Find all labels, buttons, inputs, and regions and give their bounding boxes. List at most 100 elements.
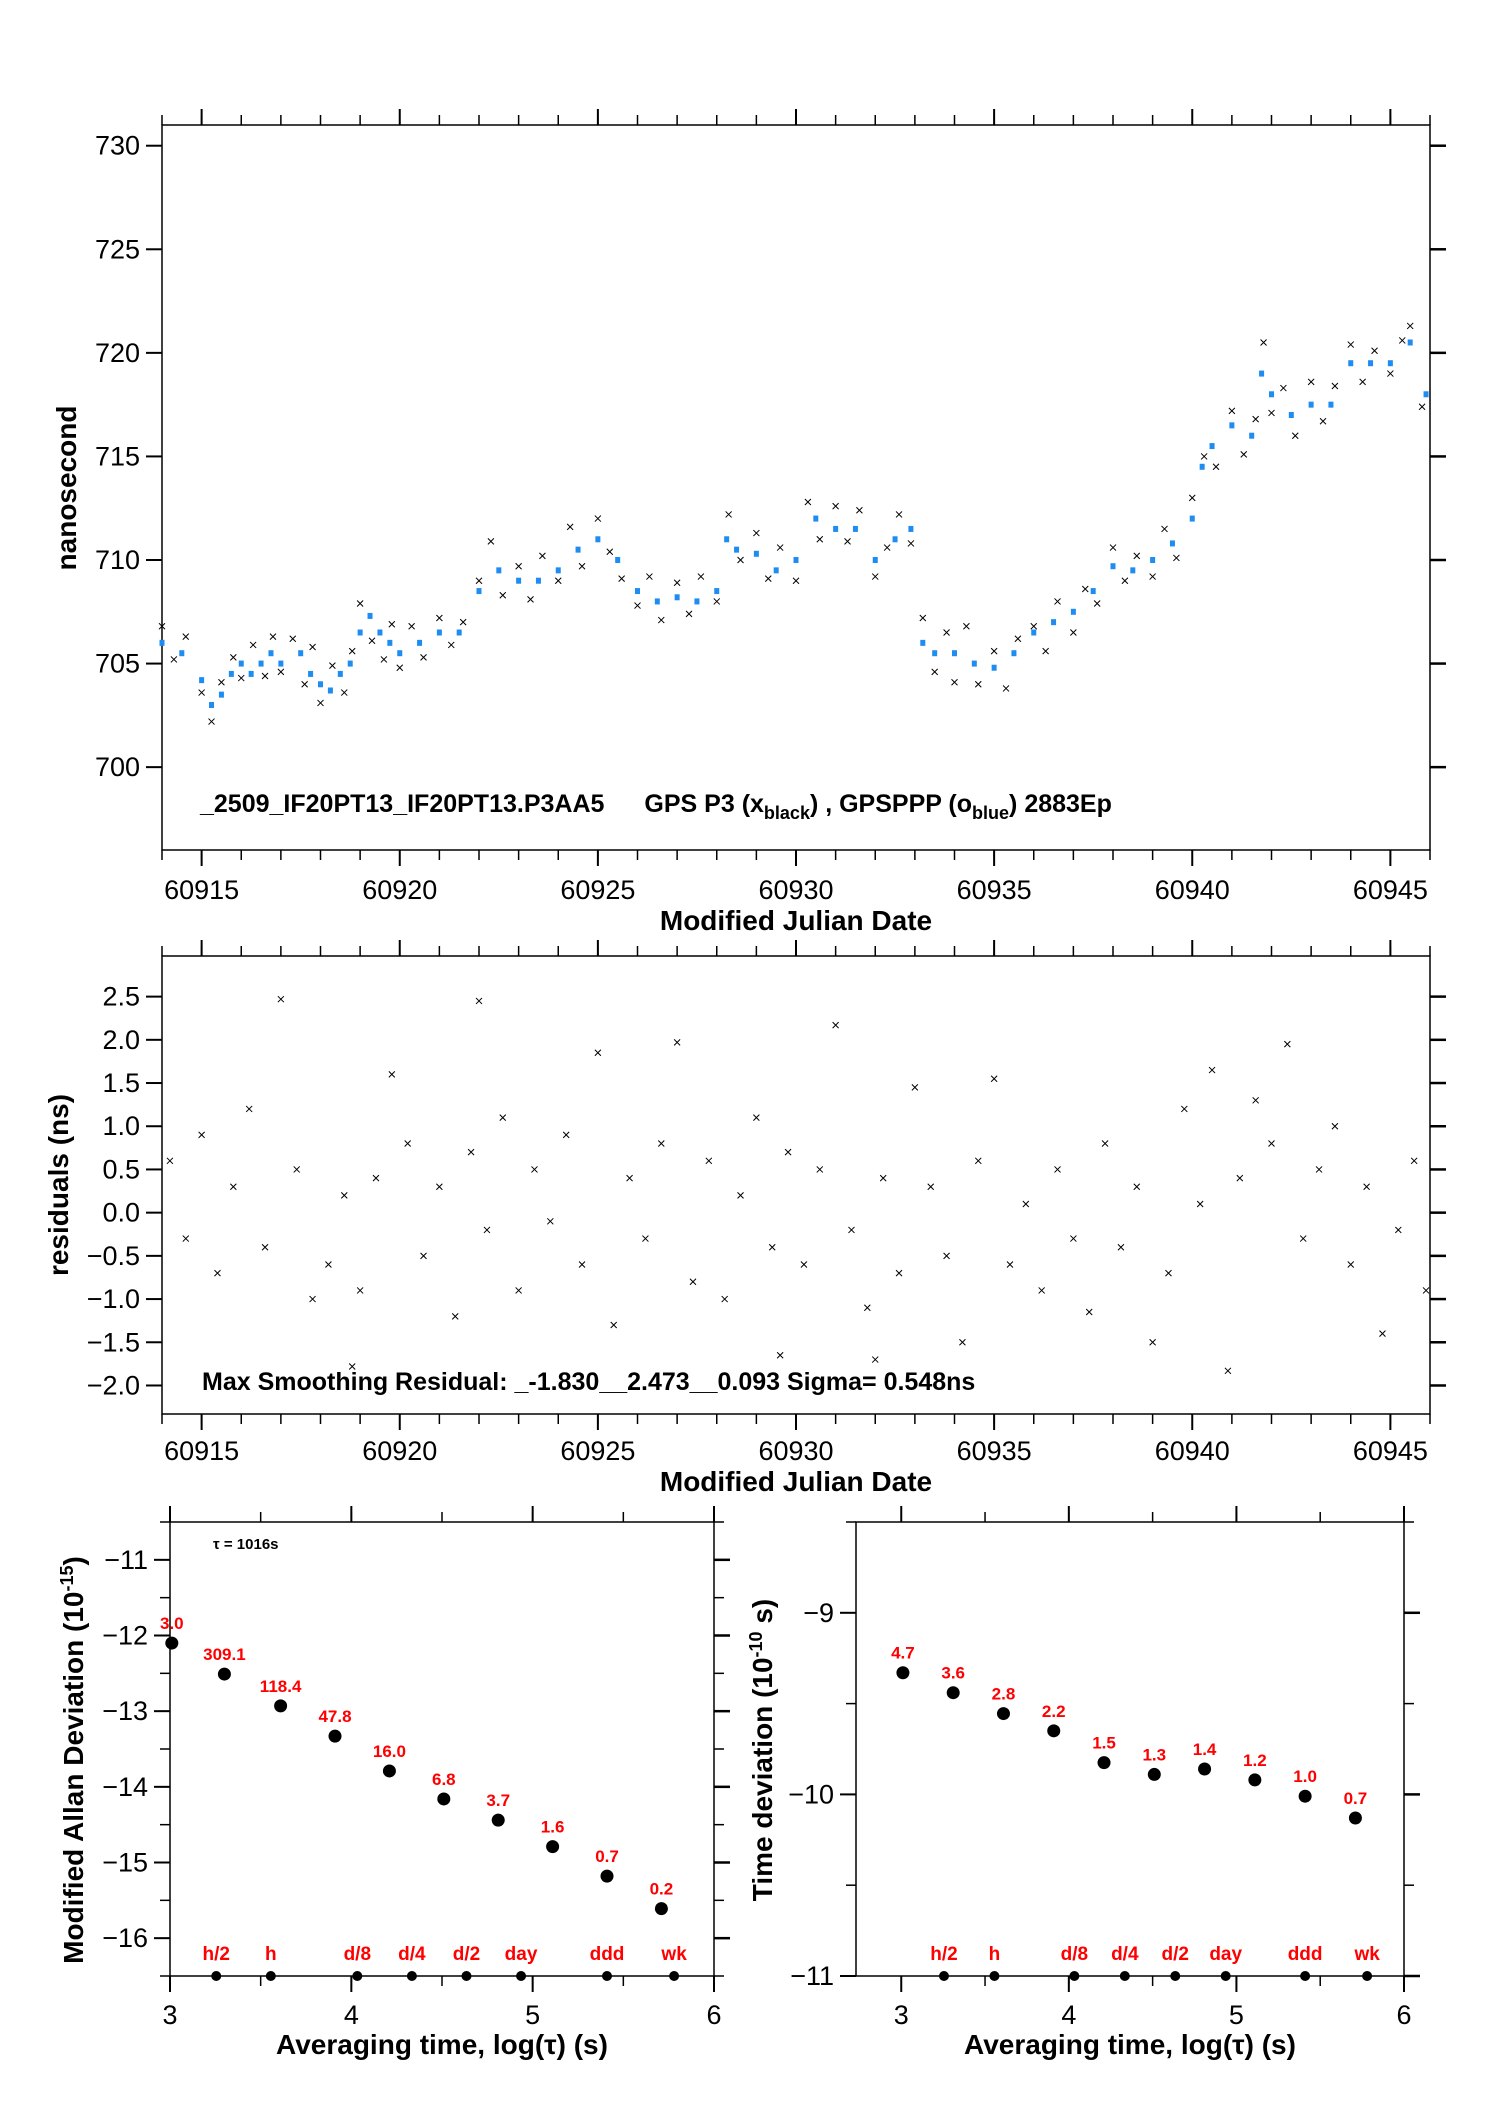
tau-marker-label: wk — [660, 1944, 687, 1965]
point-label: 118.4 — [260, 1677, 302, 1696]
x-tick-label: 3 — [162, 2000, 177, 2030]
blue-o-point — [367, 612, 373, 619]
tau-marker-label: d/2 — [1162, 1944, 1189, 1965]
black-x-point — [348, 647, 356, 655]
residual-point — [546, 1217, 554, 1225]
black-x-point — [1030, 622, 1038, 630]
blue-o-point — [1423, 391, 1429, 398]
deviation-point — [328, 1729, 342, 1743]
residual-point — [1180, 1105, 1188, 1113]
black-x-point — [1252, 415, 1260, 423]
residual-point — [420, 1252, 427, 1260]
residual-point — [768, 1243, 776, 1251]
point-label: 6.8 — [432, 1770, 456, 1789]
black-x-point — [943, 629, 950, 636]
black-x-point — [420, 654, 427, 661]
black-x-point — [1161, 525, 1168, 533]
black-x-point — [229, 654, 237, 661]
blue-o-point — [773, 567, 779, 574]
black-x-point — [301, 680, 309, 688]
tau-marker — [1362, 1971, 1373, 1981]
residual-point — [309, 1295, 316, 1303]
black-x-point — [566, 523, 574, 531]
residual-point — [261, 1243, 269, 1251]
point-label: 3.0 — [160, 1614, 184, 1633]
black-x-point — [871, 573, 879, 580]
black-x-point — [436, 614, 443, 622]
black-x-point — [1054, 598, 1061, 605]
residual-point — [1347, 1261, 1355, 1268]
black-x-point — [832, 502, 839, 510]
blue-o-point — [1229, 422, 1235, 429]
tau-marker-label: ddd — [1288, 1944, 1323, 1965]
black-x-point — [1398, 337, 1406, 344]
blue-o-point — [417, 639, 423, 646]
black-x-point — [1359, 378, 1366, 386]
deviation-point — [165, 1636, 179, 1650]
residual-point — [1038, 1287, 1046, 1294]
black-x-point — [697, 573, 705, 580]
black-x-point — [158, 622, 166, 630]
y-tick-label: 730 — [95, 131, 140, 161]
black-x-point — [1240, 451, 1248, 458]
tau-annotation: τ = 1016s — [213, 1536, 279, 1553]
blue-o-point — [952, 650, 957, 657]
deviation-point — [491, 1813, 505, 1827]
y-tick-label: −2.0 — [87, 1370, 140, 1400]
tau-marker — [406, 1971, 417, 1981]
y-tick-label: 0.5 — [102, 1154, 140, 1184]
black-x-point — [1387, 370, 1394, 377]
black-x-point — [919, 614, 927, 622]
black-x-point — [594, 515, 602, 522]
plot-frame — [855, 1521, 1405, 1977]
mdev-ylabel-main: Modified Allan Deviation (10 — [58, 1592, 89, 1964]
blue-o-point — [1031, 629, 1037, 636]
blue-o-point — [1011, 650, 1017, 657]
blue-o-point — [920, 639, 926, 646]
residual-point — [1379, 1330, 1386, 1337]
black-x-point — [269, 633, 277, 640]
tau-marker — [1220, 1971, 1231, 1981]
blue-o-point — [892, 536, 898, 543]
blue-o-point — [1051, 619, 1057, 626]
blue-o-point — [1269, 391, 1274, 398]
black-x-point — [218, 678, 225, 686]
deviation-point — [996, 1707, 1010, 1721]
x-tick-label: 6 — [1396, 2000, 1411, 2030]
residual-point — [245, 1105, 253, 1113]
annot-part4: ) 2883Ep — [1009, 790, 1112, 818]
residual-point — [1394, 1226, 1402, 1234]
deviation-point — [1298, 1789, 1312, 1803]
residual-point — [689, 1278, 697, 1286]
tau-marker — [265, 1971, 276, 1981]
point-label: 47.8 — [318, 1707, 351, 1726]
residual-point — [895, 1269, 903, 1277]
residual-point — [705, 1157, 713, 1165]
tau-marker-label: day — [1209, 1944, 1242, 1965]
residual-point — [1224, 1367, 1232, 1375]
blue-o-point — [1259, 370, 1265, 377]
deviation-point — [437, 1792, 451, 1806]
black-x-point — [554, 577, 562, 585]
blue-o-point — [327, 687, 333, 694]
black-x-point — [261, 672, 269, 680]
residual-point — [1149, 1338, 1156, 1346]
black-x-point — [816, 535, 824, 543]
black-x-point — [539, 552, 546, 560]
black-x-point — [388, 620, 396, 628]
black-x-point — [237, 674, 245, 682]
black-x-point — [685, 610, 693, 618]
tau-marker-label: ddd — [590, 1944, 625, 1965]
timeseries-chart: 60915 60920 60925 60930 60935 60940 60945 700 70… — [95, 109, 1446, 905]
blue-o-point — [1368, 360, 1374, 367]
blue-o-point — [1169, 540, 1175, 547]
point-label: 1.6 — [541, 1818, 565, 1837]
residual-point — [293, 1166, 301, 1173]
deviation-point — [382, 1764, 396, 1778]
residual-point — [325, 1261, 332, 1268]
blue-o-point — [714, 588, 720, 595]
black-x-point — [1280, 384, 1287, 392]
mdev-xlabel: Averaging time, log(τ) (s) — [276, 2029, 608, 2060]
black-x-point — [340, 689, 348, 696]
